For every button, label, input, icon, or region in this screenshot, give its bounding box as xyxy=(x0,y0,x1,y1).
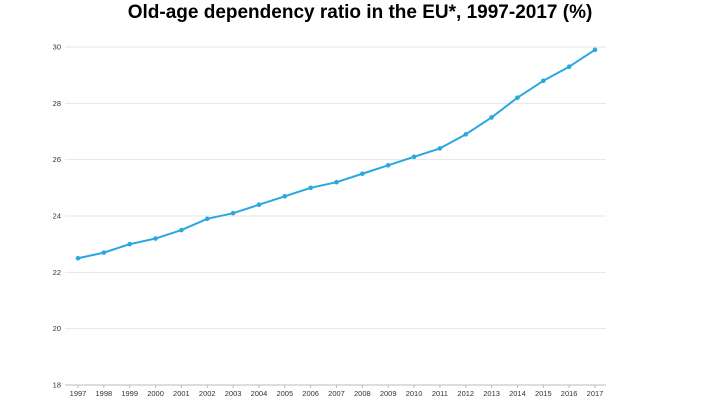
x-tick-label-2013: 2013 xyxy=(483,389,500,398)
x-tick-label-2014: 2014 xyxy=(509,389,526,398)
y-tick-label-20: 20 xyxy=(53,324,61,333)
data-point-2009 xyxy=(385,163,391,168)
data-point-2003 xyxy=(230,210,236,216)
y-tick-label-24: 24 xyxy=(53,212,61,221)
data-point-2000 xyxy=(153,236,158,241)
x-tick-label-2017: 2017 xyxy=(587,389,604,398)
x-tick-label-1999: 1999 xyxy=(121,389,138,398)
data-point-2013 xyxy=(489,115,494,120)
x-tick-label-2001: 2001 xyxy=(173,389,190,398)
x-tick-label-2003: 2003 xyxy=(225,389,242,398)
data-point-2008 xyxy=(360,171,365,177)
x-axis-ticks: 1997 1998 1999 2000 2001 2002 2003 2004 2005 2006… xyxy=(70,385,604,398)
y-tick-label-28: 28 xyxy=(53,99,61,108)
data-point-2004 xyxy=(256,202,262,208)
chart-title: Old-age dependency ratio in the EU*, 199… xyxy=(127,2,593,23)
y-tick-label-26: 26 xyxy=(53,155,61,164)
y-tick-label-30: 30 xyxy=(53,43,61,52)
data-point-1997 xyxy=(75,255,81,261)
data-point-2001 xyxy=(179,227,184,233)
y-axis-ticks: 18 20 22 24 26 28 30 xyxy=(53,43,61,390)
data-point-2010 xyxy=(411,154,417,160)
data-point-2015 xyxy=(541,78,546,84)
data-point-2011 xyxy=(437,146,443,151)
x-tick-label-2012: 2012 xyxy=(457,389,474,398)
x-tick-label-2009: 2009 xyxy=(380,389,397,398)
x-tick-label-2015: 2015 xyxy=(535,389,552,398)
x-tick-label-2016: 2016 xyxy=(561,389,578,398)
y-tick-label-22: 22 xyxy=(53,268,61,277)
x-tick-label-2008: 2008 xyxy=(354,389,371,398)
data-point-2017 xyxy=(592,47,598,53)
data-point-2002 xyxy=(204,216,210,222)
data-point-2005 xyxy=(282,193,288,199)
data-point-2006 xyxy=(308,185,313,191)
x-tick-label-2000: 2000 xyxy=(147,389,164,398)
series-line-0 xyxy=(77,48,596,260)
series-layer xyxy=(75,47,598,261)
gridlines xyxy=(65,46,606,386)
x-tick-label-1998: 1998 xyxy=(96,389,113,398)
x-tick-label-2002: 2002 xyxy=(199,389,216,398)
x-tick-label-1997: 1997 xyxy=(70,389,87,398)
x-tick-label-2007: 2007 xyxy=(328,389,345,398)
data-point-2014 xyxy=(515,95,520,100)
x-tick-label-2005: 2005 xyxy=(276,389,293,398)
data-point-1998 xyxy=(101,250,107,255)
y-tick-label-18: 18 xyxy=(53,381,61,390)
x-tick-label-2011: 2011 xyxy=(432,389,448,398)
x-tick-label-2006: 2006 xyxy=(302,389,319,398)
data-point-2007 xyxy=(334,179,339,185)
data-point-2016 xyxy=(566,64,572,70)
data-point-2012 xyxy=(463,132,469,137)
x-tick-label-2010: 2010 xyxy=(406,389,423,398)
x-tick-label-2004: 2004 xyxy=(251,389,268,398)
data-point-1999 xyxy=(127,241,132,247)
